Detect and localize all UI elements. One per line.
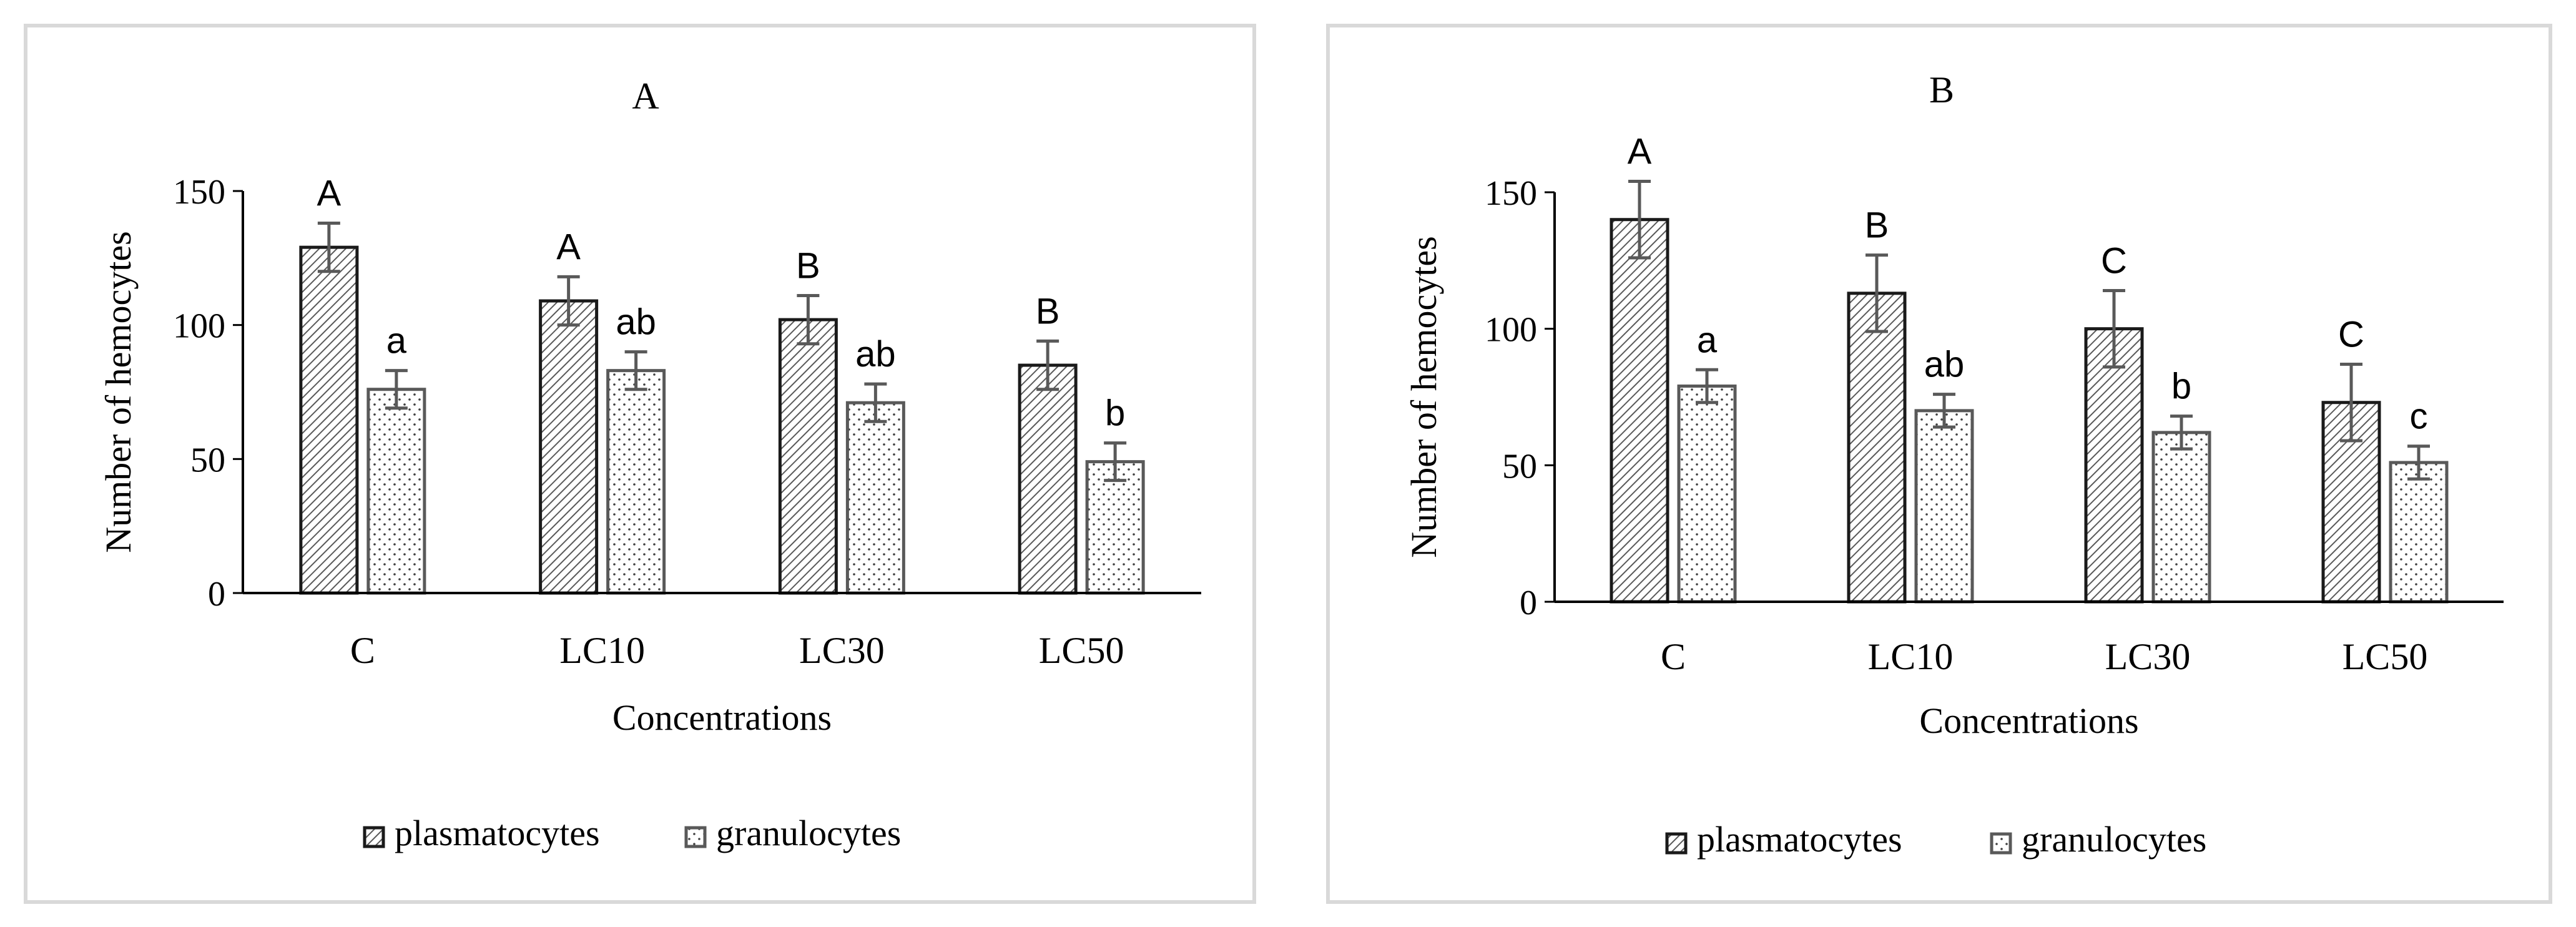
significance-label: ab <box>1924 345 1965 385</box>
x-tick-label: LC30 <box>2105 636 2191 677</box>
significance-label: B <box>1865 205 1889 246</box>
legend-label-plasmatocytes: plasmatocytes <box>1697 819 1902 860</box>
bar-granulocytes-LC10 <box>606 369 666 595</box>
x-tick-label: LC30 <box>799 630 885 671</box>
significance-label: A <box>317 174 342 214</box>
significance-label: C <box>2338 315 2364 355</box>
y-axis-label: Number of hemocytes <box>1404 236 1444 557</box>
bar-granulocytes-LC50 <box>2389 461 2449 604</box>
error-bar <box>797 293 820 346</box>
error-bar <box>2407 444 2430 481</box>
significance-label: B <box>1036 291 1060 331</box>
y-tick-label: 100 <box>1485 311 1537 350</box>
error-bar <box>317 222 340 273</box>
significance-label: B <box>796 245 820 286</box>
legend-swatch-granulocytes <box>684 826 707 848</box>
y-tick-label: 0 <box>1520 584 1537 622</box>
legend-label-plasmatocytes: plasmatocytes <box>395 813 600 853</box>
bar-granulocytes-LC30 <box>845 401 905 595</box>
error-bar <box>1933 393 1955 429</box>
error-bar <box>1696 368 1718 405</box>
x-tick-label: LC50 <box>1039 630 1124 671</box>
bar-plasmatocytes-LC10 <box>539 299 599 595</box>
error-bar <box>1104 441 1127 483</box>
legend-swatch-plasmatocytes <box>1665 832 1688 855</box>
error-bar <box>1866 253 1888 333</box>
bar-granulocytes-C <box>366 388 426 595</box>
significance-label: b <box>2171 366 2191 407</box>
bar-plasmatocytes-C <box>299 245 359 595</box>
chart-b: B 0 50 100 150 Number of hemocytes Aa C Bab LC10 C… <box>1404 69 2504 860</box>
bar-plasmatocytes-LC30 <box>778 318 838 595</box>
y-tick-label: 150 <box>1485 174 1537 213</box>
x-tick-label: C <box>350 630 375 671</box>
significance-label: A <box>1628 132 1652 172</box>
error-bar <box>624 350 647 391</box>
legend-label-granulocytes: granulocytes <box>2022 819 2206 860</box>
bar-plasmatocytes-LC10 <box>1847 292 1907 604</box>
y-tick-label: 150 <box>173 173 225 212</box>
error-bar <box>2170 414 2193 451</box>
significance-label: ab <box>855 334 896 375</box>
significance-label: b <box>1105 393 1125 434</box>
bar-granulocytes-LC30 <box>2151 431 2211 604</box>
x-axis-label: Concentrations <box>1919 700 2138 741</box>
error-bar <box>864 382 887 423</box>
y-axis-label: Number of hemocytes <box>98 231 139 552</box>
significance-label: a <box>1697 320 1718 360</box>
y-tick-label: 50 <box>1502 447 1537 486</box>
significance-label: ab <box>616 302 656 343</box>
y-tick-label: 50 <box>190 441 225 479</box>
x-tick-label: LC50 <box>2342 636 2428 677</box>
bar-plasmatocytes-LC50 <box>1018 363 1078 595</box>
error-bar <box>2103 288 2125 369</box>
legend-label-granulocytes: granulocytes <box>716 813 901 853</box>
x-tick-label: LC10 <box>1868 636 1954 677</box>
y-tick-label: 100 <box>173 307 225 346</box>
error-bar <box>1036 339 1059 391</box>
y-tick-label: 0 <box>208 575 225 614</box>
legend-swatch-granulocytes <box>1990 832 2012 855</box>
error-bar <box>1628 180 1651 260</box>
legend-swatch-plasmatocytes <box>363 826 385 848</box>
significance-label: a <box>386 321 407 361</box>
bar-granulocytes-C <box>1677 385 1737 604</box>
significance-label: c <box>2410 396 2428 437</box>
error-bar <box>2340 363 2362 443</box>
significance-label: C <box>2101 240 2127 281</box>
error-bar <box>557 275 580 327</box>
error-bar <box>385 369 408 410</box>
chart-title: A <box>632 76 659 117</box>
bar-plasmatocytes-C <box>1610 218 1669 604</box>
chart-a: A 0 50 100 150 Number of hemocytes Aa C Aab LC10 B… <box>98 76 1201 853</box>
x-tick-label: LC10 <box>559 630 645 671</box>
x-axis-label: Concentrations <box>612 697 832 738</box>
significance-label: A <box>556 227 581 267</box>
bar-granulocytes-LC10 <box>1914 409 1974 604</box>
x-tick-label: C <box>1661 636 1686 677</box>
bar-plasmatocytes-LC30 <box>2084 327 2144 604</box>
chart-title: B <box>1929 69 1954 110</box>
